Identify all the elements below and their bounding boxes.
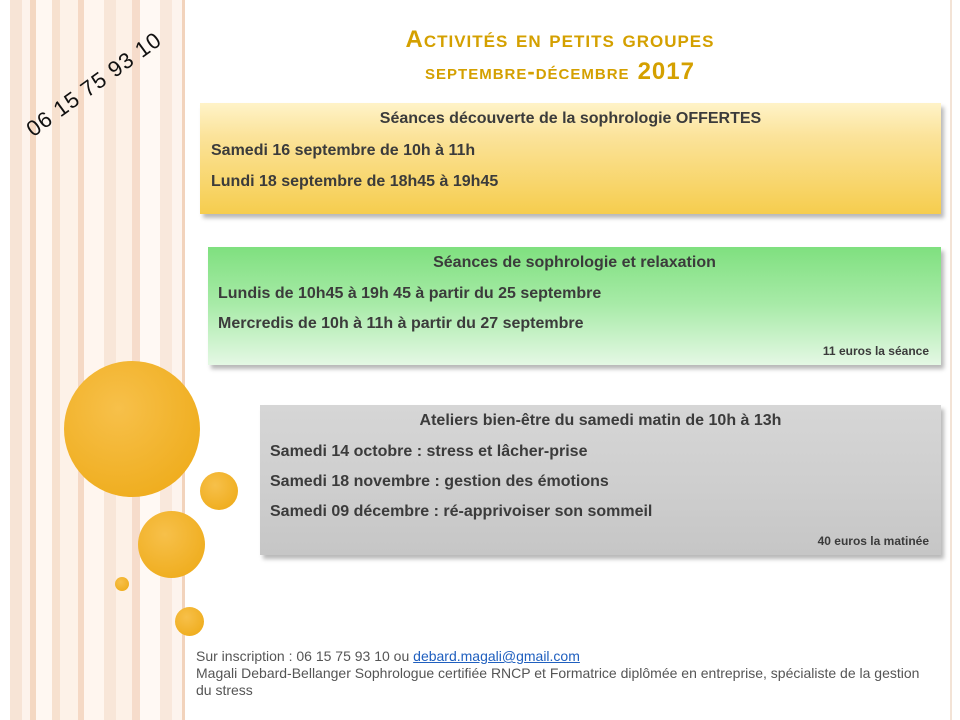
box1-line: Lundi 18 septembre de 18h45 à 19h45 <box>211 173 499 190</box>
title-period: septembre-décembre <box>425 59 630 84</box>
tiny-orange-circle <box>115 577 129 591</box>
workshops-box: Ateliers bien-être du samedi matin de 10… <box>260 405 941 555</box>
box3-line: Samedi 09 décembre : ré-apprivoiser son … <box>270 503 653 520</box>
email-link[interactable]: debard.magali@gmail.com <box>413 648 580 664</box>
small-orange-circle <box>200 472 238 510</box>
box3-heading: Ateliers bien-être du samedi matin de 10… <box>419 412 782 429</box>
stripe-divider <box>182 0 185 720</box>
right-border-line <box>950 0 952 720</box>
footer: Sur inscription : 06 15 75 93 10 ou deba… <box>196 648 936 699</box>
large-orange-circle <box>64 361 200 497</box>
credit-text: Magali Debard-Bellanger Sophrologue cert… <box>196 665 920 698</box>
box3-line: Samedi 14 octobre : stress et lâcher-pri… <box>270 443 588 460</box>
box3-line: Samedi 18 novembre : gestion des émotion… <box>270 473 609 490</box>
decorative-stripes <box>0 0 182 720</box>
page-title: Activités en petits groupes septembre-dé… <box>290 26 830 86</box>
inscription-line: Sur inscription : 06 15 75 93 10 ou deba… <box>196 648 936 665</box>
title-year: 2017 <box>637 58 695 85</box>
medium-orange-circle <box>138 511 205 578</box>
box2-heading: Séances de sophrologie et relaxation <box>433 254 716 271</box>
title-line-2: septembre-décembre 2017 <box>290 58 830 86</box>
bottom-orange-circle <box>175 607 204 636</box>
box2-line: Lundis de 10h45 à 19h 45 à partir du 25 … <box>218 285 602 302</box>
title-line-1: Activités en petits groupes <box>405 26 715 53</box>
box3-price: 40 euros la matinée <box>817 534 929 548</box>
inscription-text: Sur inscription : 06 15 75 93 10 ou <box>196 648 414 664</box>
box2-line: Mercredis de 10h à 11h à partir du 27 se… <box>218 315 584 332</box>
box1-heading: Séances découverte de la sophrologie OFF… <box>379 110 762 127</box>
sophrology-sessions-box: Séances de sophrologie et relaxation Lun… <box>208 247 941 365</box>
box1-line: Samedi 16 septembre de 10h à 11h <box>211 142 476 159</box>
box2-price: 11 euros la séance <box>822 344 929 358</box>
discovery-sessions-box: Séances découverte de la sophrologie OFF… <box>200 103 941 214</box>
